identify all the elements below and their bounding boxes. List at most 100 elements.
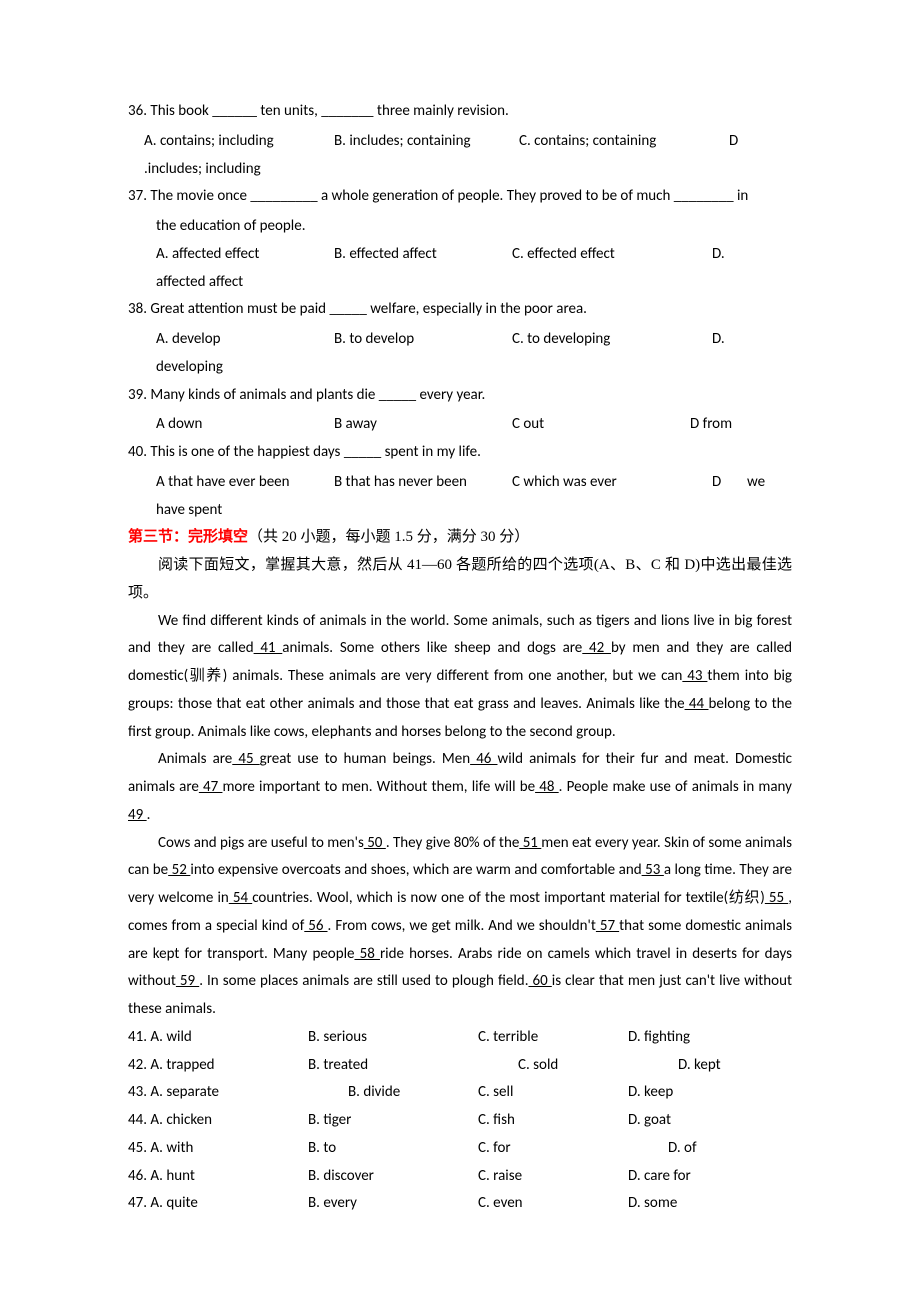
q36-blank2: _______ bbox=[321, 102, 373, 120]
c46-b: B. discover bbox=[308, 1163, 478, 1191]
c46-a: 46. A. hunt bbox=[128, 1163, 308, 1191]
q36-stem: 36. This book bbox=[128, 102, 212, 120]
choice-row-46: 46. A. hunt B. discover C. raise D. care… bbox=[128, 1163, 792, 1191]
q39-blank: _____ bbox=[379, 386, 416, 404]
q36-stem: ten units, bbox=[257, 102, 321, 120]
choice-row-42: 42. A. trapped B. treated C. sold D. kep… bbox=[128, 1052, 792, 1080]
section3-header: 第三节：完形填空（共 20 小题，每小题 1.5 分，满分 30 分） bbox=[128, 524, 792, 552]
p3-cn: 纺织 bbox=[728, 890, 760, 906]
q37-options: A. affected effectB. effected affectC. e… bbox=[128, 241, 792, 297]
c46-c: C. raise bbox=[478, 1163, 628, 1191]
q37-blank1: _________ bbox=[250, 187, 317, 205]
c41-d: D. fighting bbox=[628, 1024, 788, 1052]
blank-42: 42 bbox=[582, 639, 611, 657]
p2-t: . People make use of animals in many bbox=[559, 778, 792, 796]
q40-opt-d-label: D bbox=[712, 469, 747, 497]
passage-p1: We find different kinds of animals in th… bbox=[128, 608, 792, 747]
c46-d: D. care for bbox=[628, 1163, 788, 1191]
question-39: 39. Many kinds of animals and plants die… bbox=[128, 382, 792, 410]
cloze-passage: We find different kinds of animals in th… bbox=[128, 608, 792, 1024]
passage-p3: Cows and pigs are useful to men's 50 . T… bbox=[128, 830, 792, 1024]
q36-opt-b: B. includes; containing bbox=[334, 128, 519, 156]
blank-43: 43 bbox=[682, 667, 707, 685]
q40-opt-b: B that has never been bbox=[334, 469, 512, 497]
q39-stem: 39. Many kinds of animals and plants die bbox=[128, 386, 379, 404]
q37-line2: the education of people. bbox=[128, 213, 792, 241]
c47-c: C. even bbox=[478, 1190, 628, 1218]
q37-opt-d-label: D. bbox=[712, 241, 770, 269]
blank-52: 52 bbox=[168, 861, 190, 879]
q36-opt-a: A. contains; including bbox=[144, 128, 334, 156]
blank-58: 58 bbox=[354, 945, 379, 963]
blank-47: 47 bbox=[199, 778, 223, 796]
cloze-choices: 41. A. wild B. serious C. terrible D. fi… bbox=[128, 1024, 792, 1218]
c43-a: 43. A. separate bbox=[128, 1079, 308, 1107]
blank-53: 53 bbox=[642, 861, 664, 879]
p2-t: . bbox=[147, 806, 151, 824]
section3-title: 第三节：完形填空 bbox=[128, 529, 248, 545]
q40-stem: spent in my life. bbox=[381, 443, 481, 461]
choice-row-43: 43. A. separate B. divide C. sell D. kee… bbox=[128, 1079, 792, 1107]
p2-t: great use to human beings. Men bbox=[260, 750, 470, 768]
blank-45: 45 bbox=[232, 750, 259, 768]
q39-opt-a: A down bbox=[156, 411, 334, 439]
q37-opt-c: C. effected effect bbox=[512, 241, 712, 269]
section3-instruction: 阅读下面短文，掌握其大意，然后从 41—60 各题所给的四个选项(A、B、C 和… bbox=[128, 552, 792, 608]
p3-t: . From cows, we get milk. And we shouldn… bbox=[328, 917, 596, 935]
p3-t: Cows and pigs are useful to men's bbox=[158, 834, 364, 852]
q37-stem: a whole generation of people. They prove… bbox=[318, 187, 674, 205]
blank-44: 44 bbox=[685, 695, 709, 713]
q37-stem: in bbox=[734, 187, 749, 205]
q38-opt-c: C. to developing bbox=[512, 326, 712, 354]
c45-c: C. for bbox=[478, 1135, 628, 1163]
c41-c: C. terrible bbox=[478, 1024, 628, 1052]
q39-options: A downB awayC outD from bbox=[128, 411, 792, 439]
q39-stem: every year. bbox=[416, 386, 485, 404]
c43-d: D. keep bbox=[628, 1079, 788, 1107]
q40-opt-c: C which was ever bbox=[512, 469, 712, 497]
blank-57: 57 bbox=[596, 917, 619, 935]
choice-row-45: 45. A. with B. to C. for D. of bbox=[128, 1135, 792, 1163]
q37-blank2: ________ bbox=[674, 187, 734, 205]
p3-t: . They give 80% of the bbox=[386, 834, 519, 852]
blank-48: 48 bbox=[535, 778, 559, 796]
q38-options: A. developB. to developC. to developingD… bbox=[128, 326, 792, 382]
q36-opt-d-label: D bbox=[729, 128, 784, 156]
q39-opt-b: B away bbox=[334, 411, 512, 439]
q39-opt-d: D from bbox=[690, 415, 732, 433]
question-37: 37. The movie once _________ a whole gen… bbox=[128, 183, 792, 211]
blank-49: 49 bbox=[128, 806, 147, 824]
q37-opt-b: B. effected affect bbox=[334, 241, 512, 269]
passage-p2: Animals are 45 great use to human beings… bbox=[128, 746, 792, 829]
p2-t: more important to men. Without them, lif… bbox=[222, 778, 535, 796]
c41-b: B. serious bbox=[308, 1024, 478, 1052]
q38-blank: _____ bbox=[329, 300, 366, 318]
q36-opt-d-text: .includes; including bbox=[144, 160, 261, 178]
question-36: 36. This book ______ ten units, _______ … bbox=[128, 98, 792, 126]
q38-stem: welfare, especially in the poor area. bbox=[367, 300, 587, 318]
document-page: 36. This book ______ ten units, _______ … bbox=[0, 0, 920, 1302]
q38-opt-a: A. develop bbox=[156, 326, 334, 354]
c44-b: B. tiger bbox=[308, 1107, 478, 1135]
p1-cn: 驯养 bbox=[188, 668, 223, 684]
q38-opt-b: B. to develop bbox=[334, 326, 512, 354]
q37-opt-d-text: affected affect bbox=[156, 273, 243, 291]
blank-41: 41 bbox=[254, 639, 283, 657]
p1-t: animals. Some others like sheep and dogs… bbox=[282, 639, 582, 657]
q39-opt-c: C out bbox=[512, 411, 690, 439]
q40-opt-a: A that have ever been bbox=[156, 469, 334, 497]
p3-t: countries. Wool, which is now one of the… bbox=[252, 889, 728, 907]
q36-opt-c: C. contains; containing bbox=[519, 128, 729, 156]
blank-60: 60 bbox=[528, 972, 551, 990]
blank-56: 56 bbox=[304, 917, 327, 935]
c42-b: B. treated bbox=[308, 1052, 478, 1080]
p3-t: . In some places animals are still used … bbox=[199, 972, 528, 990]
c42-a: 42. A. trapped bbox=[128, 1052, 308, 1080]
q40-stem: 40. This is one of the happiest days bbox=[128, 443, 344, 461]
q36-stem: three mainly revision. bbox=[374, 102, 509, 120]
c44-d: D. goat bbox=[628, 1107, 788, 1135]
c44-c: C. fish bbox=[478, 1107, 628, 1135]
q36-options: A. contains; includingB. includes; conta… bbox=[128, 128, 792, 184]
blank-50: 50 bbox=[364, 834, 386, 852]
c47-d: D. some bbox=[628, 1190, 788, 1218]
